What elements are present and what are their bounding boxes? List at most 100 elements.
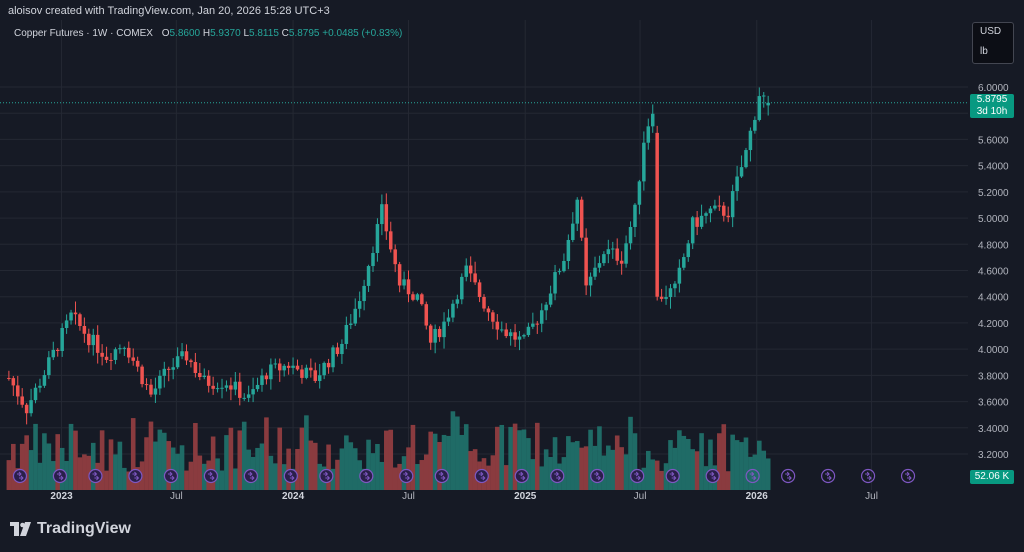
volume-bar <box>441 434 447 490</box>
candle-body <box>282 365 286 371</box>
candle-body <box>309 367 313 371</box>
currency-unit-box[interactable]: USD lb <box>972 22 1014 64</box>
tradingview-logo[interactable]: TradingView <box>10 520 131 538</box>
candle-body <box>464 265 468 277</box>
volume-bar <box>264 417 269 490</box>
volume-bar <box>228 427 234 490</box>
volume-bar <box>197 455 203 490</box>
volume-bar <box>42 433 47 490</box>
candle-body <box>51 349 56 358</box>
volume-bar <box>570 442 576 490</box>
volume-bar <box>375 443 380 490</box>
volume-bar <box>339 448 345 490</box>
rollover-icon <box>88 468 103 484</box>
volume-bar <box>86 455 92 490</box>
candle-body <box>686 243 691 258</box>
time-tick-label: 2026 <box>746 491 769 502</box>
volume-bar <box>170 447 176 490</box>
candle-body <box>695 217 699 227</box>
candle-body <box>486 308 491 313</box>
candle-body <box>171 367 175 370</box>
candle-body <box>229 385 233 390</box>
volume-bar <box>188 461 194 490</box>
volume-bar <box>379 461 385 490</box>
rollover-icon <box>630 468 645 484</box>
volume-bar <box>455 416 460 490</box>
volume-bar <box>623 454 629 490</box>
candle-body <box>273 363 278 365</box>
volume-bar <box>761 450 767 490</box>
candle-body <box>87 333 91 346</box>
volume-bar <box>659 470 664 490</box>
candle-body <box>233 381 238 390</box>
volume-bar <box>685 438 691 490</box>
rollover-icon <box>128 468 143 484</box>
currency-label[interactable]: USD <box>980 26 1002 37</box>
grid-lines <box>0 20 968 490</box>
candle-body <box>406 279 411 295</box>
candle-body <box>215 388 220 390</box>
candle-body <box>415 294 420 300</box>
chart-pane[interactable]: 6.00005.80005.60005.40005.20005.00004.80… <box>0 20 1024 509</box>
candle-body <box>277 363 282 371</box>
volume-bar <box>717 433 722 490</box>
volume-bar <box>24 435 29 490</box>
rollover-icon <box>550 468 565 484</box>
candle-body <box>571 223 575 240</box>
volume-bar <box>721 424 727 490</box>
candle-body <box>69 312 73 321</box>
candle-body <box>473 273 477 283</box>
candle-body <box>593 267 597 277</box>
candle-body <box>642 142 646 182</box>
volume-bar <box>428 431 434 490</box>
price-chart[interactable]: 6.00005.80005.60005.40005.20005.00004.80… <box>0 20 1024 509</box>
volume-bar <box>752 454 758 490</box>
volume-bar <box>11 443 16 490</box>
candle-body <box>495 321 500 330</box>
candle-body <box>619 260 624 264</box>
volume-bar <box>117 441 123 490</box>
volume-bar <box>490 455 496 490</box>
candle-body <box>628 226 633 244</box>
rollover-icon <box>243 468 258 484</box>
symbol-title: Copper Futures · 1W · COMEX <box>14 28 153 39</box>
rollover-icon <box>821 468 836 484</box>
candle-body <box>335 347 340 355</box>
volume-bar <box>610 449 616 490</box>
price-tick-label: 3.4000 <box>978 424 1009 435</box>
unit-label[interactable]: lb <box>980 46 988 57</box>
volume-bar <box>512 423 518 490</box>
candle-body <box>193 362 198 374</box>
volume-bar <box>619 447 624 490</box>
price-tick-label: 3.2000 <box>978 450 1009 461</box>
volume-bar <box>725 471 731 490</box>
volume-bar <box>668 440 673 490</box>
candle-body <box>64 320 69 329</box>
volume-bar <box>126 471 132 490</box>
tradingview-logo-icon <box>10 522 31 536</box>
candle-body <box>735 176 739 192</box>
volume-bar <box>526 438 531 490</box>
change-value: +0.0485 (+0.83%) <box>322 28 403 39</box>
candle-body <box>513 332 517 340</box>
volume-bar <box>432 433 438 490</box>
volume-bar <box>521 429 527 490</box>
rollover-icon <box>860 468 876 484</box>
price-tick-label: 4.4000 <box>978 293 1009 304</box>
candle-body <box>353 308 357 324</box>
candle-body <box>331 347 335 368</box>
volume-tag: 52.06 K <box>970 470 1014 484</box>
candle-body <box>175 356 180 368</box>
candle-body <box>442 321 446 338</box>
close-value: 5.8795 <box>288 28 320 39</box>
candle-body <box>144 384 149 386</box>
candle-body <box>264 375 269 380</box>
candle-body <box>504 329 508 337</box>
volume-bar <box>113 454 118 490</box>
volume-bar <box>55 434 61 490</box>
candle-body <box>544 304 548 311</box>
candle-body <box>411 294 415 300</box>
volume-bar <box>437 442 442 490</box>
price-tick-label: 4.6000 <box>978 267 1009 278</box>
candle-body <box>251 389 255 395</box>
